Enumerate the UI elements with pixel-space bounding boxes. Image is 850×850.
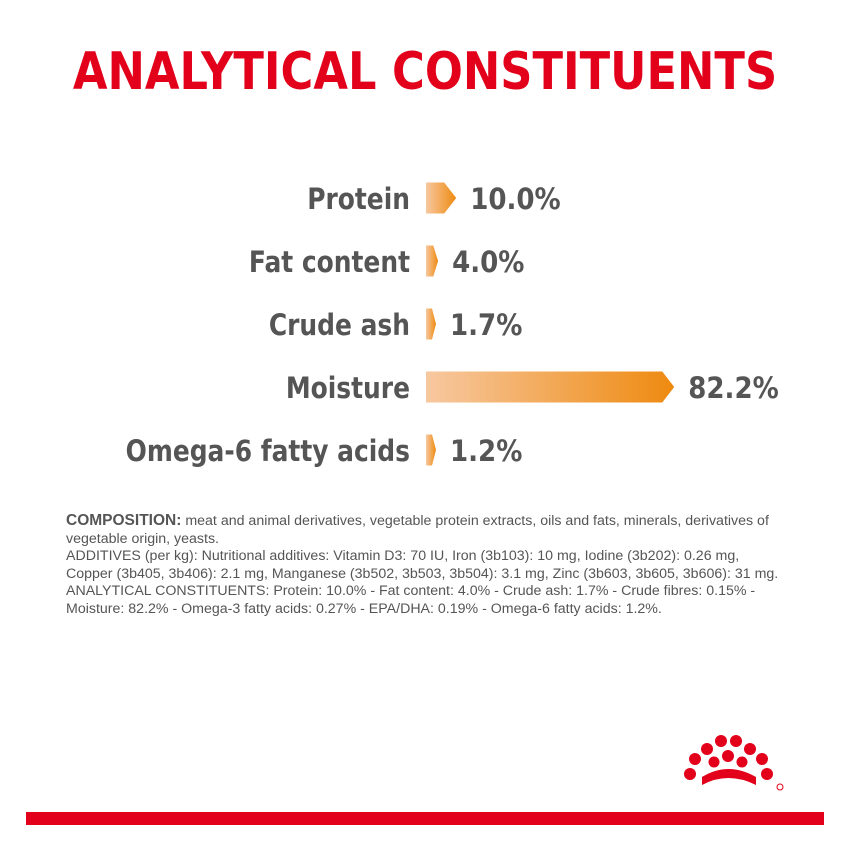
category-label: Moisture (286, 372, 410, 405)
composition-text: COMPOSITION: meat and animal derivatives… (66, 512, 786, 618)
bar (426, 434, 436, 466)
value-label: 10.0% (470, 182, 561, 217)
composition-label: COMPOSITION: (66, 512, 182, 529)
bar (426, 245, 439, 277)
analytical-constituents-text: ANALYTICAL CONSTITUENTS: Protein: 10.0% … (66, 583, 756, 617)
category-label: Omega-6 fatty acids (126, 435, 410, 468)
value-label: 1.2% (450, 434, 522, 469)
value-label: 82.2% (688, 371, 779, 406)
value-label: 1.7% (450, 308, 522, 343)
constituents-bar-chart: Protein 10.0% Fat content 4.0% Crude ash 1.7%… (126, 182, 779, 469)
bar (426, 182, 457, 214)
bar (426, 371, 675, 403)
page-title: ANALYTICAL CONSTITUENTS (72, 42, 778, 102)
composition-ingredients: meat and animal derivatives, vegetable p… (66, 513, 769, 547)
category-label: Fat content (249, 246, 410, 279)
category-label: Crude ash (269, 309, 410, 342)
additives-text: ADDITIVES (per kg): Nutritional additive… (66, 548, 779, 582)
brand-bottom-bar (26, 812, 824, 825)
bar (426, 308, 436, 340)
value-label: 4.0% (452, 245, 524, 280)
royal-canin-crown-icon (684, 735, 784, 791)
category-label: Protein (307, 183, 410, 216)
